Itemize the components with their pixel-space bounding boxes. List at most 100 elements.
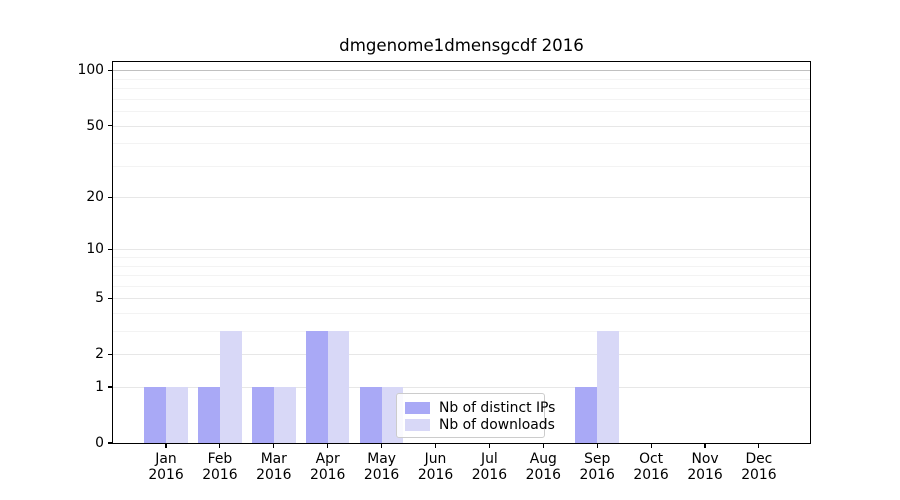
bar-apr-distinct-ips [305,331,328,443]
x-tick-label-year: 2016 [633,467,669,483]
gridline-y-10 [113,249,810,251]
x-tick-mark-apr [327,443,329,448]
x-tick-label-month: Aug [529,450,557,467]
bar-feb-downloads [219,331,242,443]
legend: Nb of distinct IPs Nb of downloads [396,393,555,438]
x-tick-label-year: 2016 [471,467,508,483]
x-tick-label-month: Dec [745,450,773,467]
x-tick-label-year: 2016 [579,467,615,483]
x-tick-label-jul: Jul 2016 [454,451,524,484]
y-tick-mark-5 [108,297,113,299]
x-tick-label-year: 2016 [310,467,346,483]
x-tick-mark-nov [704,443,706,448]
y-tick-mark-100 [108,69,113,71]
x-tick-label-month: Jan [155,450,177,467]
bars-layer [113,62,810,443]
y-tick-mark-1 [108,386,113,388]
bar-mar-distinct-ips [252,387,274,443]
y-tick-label-100: 100 [77,62,104,79]
x-tick-label-year: 2016 [417,467,454,483]
y-tick-mark-50 [108,124,113,127]
y-tick-label-50: 50 [86,117,104,134]
gridline-minor-y-60 [113,111,810,113]
gridline-y-100 [113,70,810,72]
y-tick-mark-20 [108,196,113,198]
x-tick-label-aug: Aug 2016 [508,451,578,484]
bar-apr-downloads [327,331,350,443]
grid-layer [113,62,810,443]
bar-may-distinct-ips [359,387,382,443]
x-tick-label-year: 2016 [525,467,561,483]
x-tick-label-month: Mar [260,450,287,467]
x-tick-label-month: Jul [481,450,498,467]
x-tick-label-year: 2016 [148,467,184,483]
gridline-y-5 [113,298,810,300]
y-tick-mark-10 [108,248,113,250]
y-tick-label-20: 20 [86,189,104,206]
x-tick-mark-oct [650,443,652,448]
x-tick-label-month: Feb [207,450,233,467]
x-tick-label-jun: Jun 2016 [401,451,471,484]
chart-title: dmgenome1dmensgcdf 2016 [339,36,584,55]
y-tick-label-5: 5 [95,290,104,307]
gridline-minor-y-70 [113,98,810,100]
x-tick-label-month: Nov [691,450,719,467]
x-tick-label-month: Sep [584,450,611,467]
gridline-minor-y-9 [113,257,810,259]
x-tick-label-month: Jun [424,450,447,467]
gridline-minor-y-7 [113,275,810,277]
x-tick-mark-jan [165,443,167,448]
x-tick-label-year: 2016 [741,467,777,483]
x-tick-mark-mar [273,443,275,448]
x-tick-label-month: May [367,450,396,467]
bar-sep-downloads [597,331,619,443]
x-tick-label-jan: Jan 2016 [131,451,201,484]
x-tick-label-year: 2016 [363,467,400,483]
x-tick-mark-feb [219,443,221,448]
x-tick-label-dec: Dec 2016 [724,451,794,484]
y-tick-label-10: 10 [86,241,104,258]
x-tick-mark-may [381,443,383,448]
x-tick-mark-jul [488,443,490,448]
bar-jan-downloads [166,387,188,443]
gridline-y-50 [113,125,810,127]
gridline-minor-y-6 [113,285,810,287]
x-tick-label-year: 2016 [256,467,292,483]
gridline-y-20 [113,197,810,199]
x-tick-mark-sep [596,443,598,448]
legend-row-distinct-ips: Nb of distinct IPs [405,399,555,416]
plot-area: Nb of distinct IPs Nb of downloads [112,61,811,444]
x-tick-label-sep: Sep 2016 [562,451,632,484]
gridline-minor-y-4 [113,313,810,314]
legend-swatch-downloads [405,418,430,431]
x-tick-label-month: Oct [639,450,664,467]
y-tick-label-0: 0 [95,435,104,451]
x-tick-mark-dec [758,443,760,448]
x-tick-label-feb: Feb 2016 [185,451,255,484]
x-tick-label-month: Apr [315,450,340,467]
gridline-minor-y-3 [113,331,810,333]
legend-swatch-distinct-ips [405,401,430,414]
gridline-minor-y-8 [113,265,810,267]
x-tick-label-year: 2016 [687,467,723,483]
gridline-minor-y-80 [113,88,810,90]
y-tick-label-1: 1 [95,379,104,395]
legend-row-downloads: Nb of downloads [405,416,555,433]
x-tick-label-apr: Apr 2016 [293,451,363,484]
x-tick-mark-aug [542,443,544,448]
legend-label-distinct-ips: Nb of distinct IPs [439,399,556,416]
x-tick-label-may: May 2016 [347,451,417,484]
x-tick-mark-jun [434,443,437,448]
legend-label-downloads: Nb of downloads [439,416,555,433]
x-tick-label-mar: Mar 2016 [239,451,309,484]
bar-sep-distinct-ips [575,387,598,443]
gridline-y-2 [113,354,810,356]
gridline-y-1 [113,387,810,388]
bar-jan-distinct-ips [144,387,166,443]
x-tick-label-nov: Nov 2016 [670,451,740,484]
bar-feb-distinct-ips [198,387,220,443]
gridline-minor-y-40 [113,143,810,145]
y-tick-mark-0 [108,442,113,444]
gridline-minor-y-30 [113,165,810,167]
